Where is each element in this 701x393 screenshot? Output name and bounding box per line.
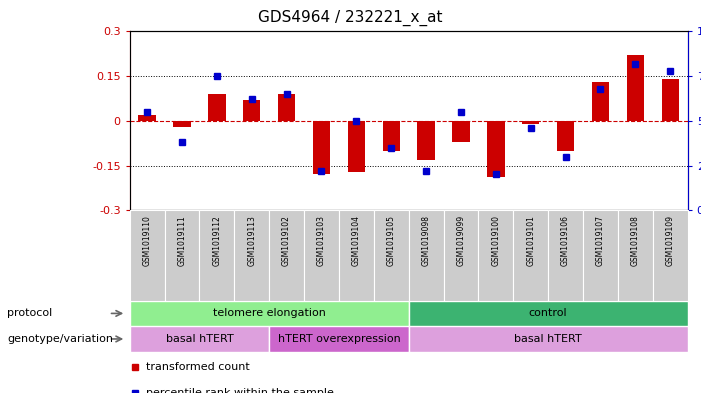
Bar	[627, 55, 644, 121]
Text: genotype/variation: genotype/variation	[7, 334, 113, 344]
Bar	[409, 326, 688, 352]
Text: GSM1019098: GSM1019098	[421, 215, 430, 266]
Text: basal hTERT: basal hTERT	[515, 334, 582, 344]
Bar	[548, 210, 583, 301]
Bar	[313, 121, 330, 174]
Bar	[200, 210, 234, 301]
Bar	[339, 210, 374, 301]
Text: GDS4964 / 232221_x_at: GDS4964 / 232221_x_at	[258, 10, 443, 26]
Text: GSM1019106: GSM1019106	[561, 215, 570, 266]
Text: GSM1019104: GSM1019104	[352, 215, 361, 266]
Text: GSM1019103: GSM1019103	[317, 215, 326, 266]
Bar	[383, 121, 400, 151]
Text: GSM1019112: GSM1019112	[212, 215, 222, 266]
Bar	[130, 326, 269, 352]
Bar	[208, 94, 226, 121]
Bar	[243, 100, 261, 121]
Bar	[278, 94, 295, 121]
Text: telomere elongation: telomere elongation	[212, 309, 326, 318]
Bar	[592, 82, 609, 121]
Bar	[269, 210, 304, 301]
Bar	[348, 121, 365, 171]
Text: transformed count: transformed count	[147, 362, 250, 373]
Bar	[583, 210, 618, 301]
Bar	[417, 121, 435, 160]
Bar	[444, 210, 479, 301]
Bar	[522, 121, 540, 124]
Bar	[173, 121, 191, 127]
Bar	[662, 79, 679, 121]
Text: GSM1019099: GSM1019099	[456, 215, 465, 266]
Text: GSM1019109: GSM1019109	[666, 215, 675, 266]
Text: GSM1019108: GSM1019108	[631, 215, 640, 266]
Bar	[234, 210, 269, 301]
Text: control: control	[529, 309, 568, 318]
Text: GSM1019102: GSM1019102	[282, 215, 291, 266]
Bar	[165, 210, 200, 301]
Text: GSM1019100: GSM1019100	[491, 215, 501, 266]
Text: percentile rank within the sample: percentile rank within the sample	[147, 388, 334, 393]
Text: GSM1019111: GSM1019111	[177, 215, 186, 266]
Bar	[130, 301, 409, 326]
Text: GSM1019105: GSM1019105	[387, 215, 396, 266]
Text: GSM1019110: GSM1019110	[142, 215, 151, 266]
Bar	[618, 210, 653, 301]
Text: protocol: protocol	[7, 309, 53, 318]
Bar	[409, 301, 688, 326]
Bar	[513, 210, 548, 301]
Bar	[138, 115, 156, 121]
Bar	[557, 121, 574, 151]
Bar	[487, 121, 505, 178]
Bar	[269, 326, 409, 352]
Text: GSM1019113: GSM1019113	[247, 215, 257, 266]
Text: GSM1019107: GSM1019107	[596, 215, 605, 266]
Bar	[479, 210, 513, 301]
Text: GSM1019101: GSM1019101	[526, 215, 536, 266]
Bar	[409, 210, 444, 301]
Text: basal hTERT: basal hTERT	[165, 334, 233, 344]
Bar	[374, 210, 409, 301]
Bar	[130, 210, 165, 301]
Text: hTERT overexpression: hTERT overexpression	[278, 334, 400, 344]
Bar	[452, 121, 470, 142]
Bar	[653, 210, 688, 301]
Bar	[304, 210, 339, 301]
